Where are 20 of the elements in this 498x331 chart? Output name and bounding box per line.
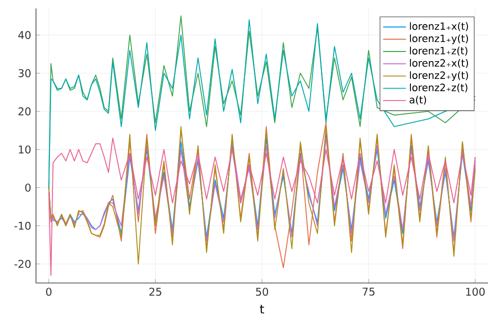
y-tick-label: 40 — [18, 30, 31, 40]
y-tick-label: 10 — [18, 145, 31, 154]
y-tick-label: 0 — [25, 184, 31, 192]
y-tick-label: -20 — [14, 260, 31, 268]
x-tick-label: 50 — [256, 288, 268, 296]
legend-label: lorenz1₊z(t) — [410, 46, 468, 56]
legend-label: lorenz1₊y(t) — [410, 34, 468, 44]
x-tick-label: 100 — [466, 288, 485, 296]
legend-label: a(t) — [410, 96, 426, 105]
x-tick-label: 25 — [149, 288, 162, 296]
x-tick-label: 0 — [46, 288, 52, 296]
x-tick-label: 75 — [362, 288, 374, 296]
legend-label: lorenz1₊x(t) — [410, 22, 468, 32]
legend-label: lorenz2₊z(t) — [410, 84, 468, 92]
legend-label: lorenz2₊y(t) — [410, 71, 468, 81]
x-axis-title: t — [260, 304, 264, 314]
y-tick-label: -10 — [14, 222, 31, 230]
y-tick-label: 30 — [18, 69, 31, 78]
legend-label: lorenz2₊x(t) — [410, 58, 468, 68]
y-tick-label: 20 — [18, 107, 31, 116]
